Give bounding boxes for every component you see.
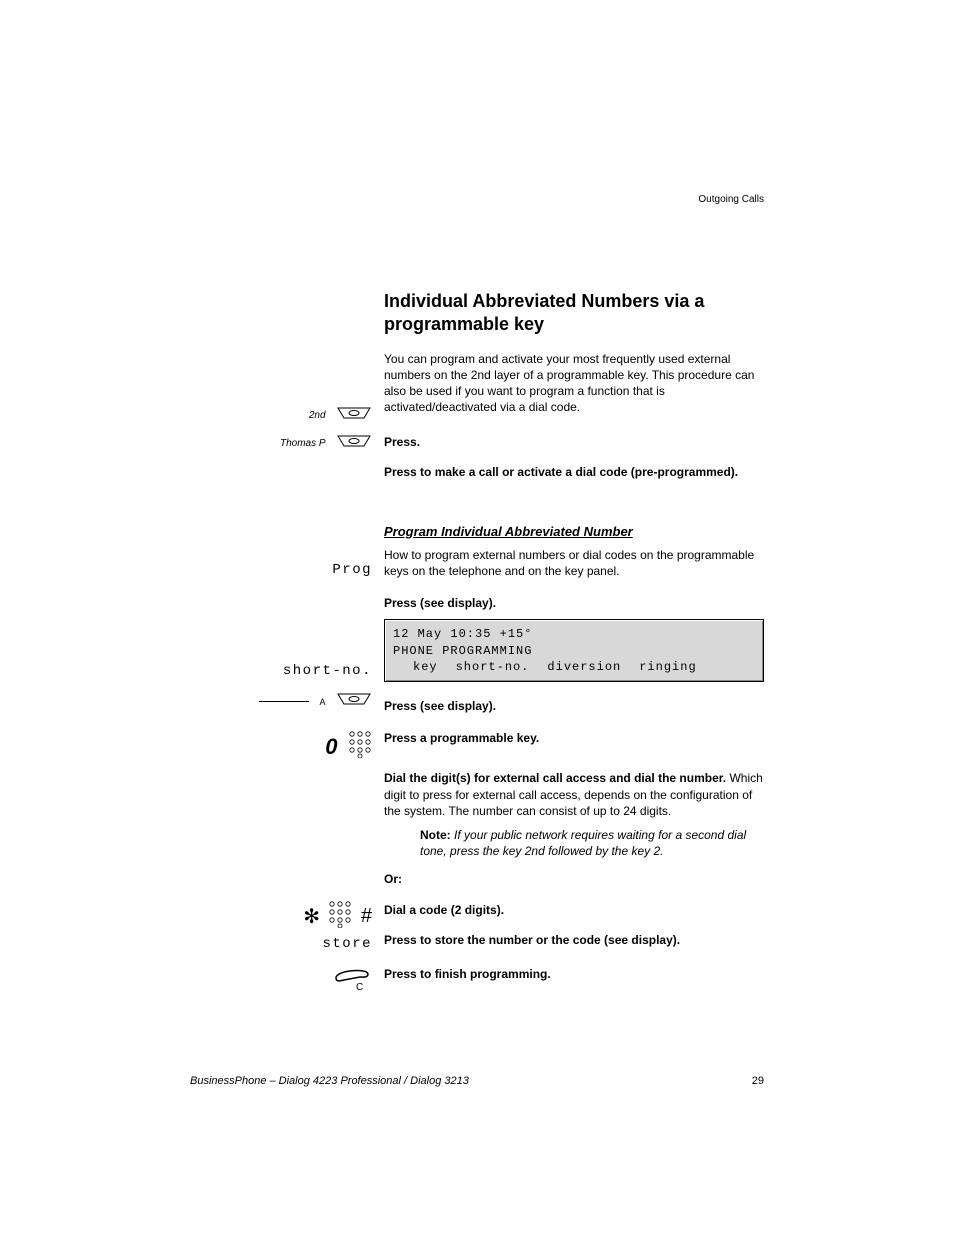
- svg-text:C: C: [356, 982, 363, 992]
- line-decorator: [259, 701, 309, 702]
- hash-icon: #: [361, 905, 372, 927]
- step-thomasp-icon-group: Thomas P: [172, 434, 372, 453]
- page-section-header: Outgoing Calls: [698, 194, 764, 205]
- step-or: Or:: [384, 871, 764, 887]
- note-text: If your public network requires waiting …: [420, 828, 746, 858]
- step-press-2nd: Press.: [384, 434, 764, 450]
- footer-product: BusinessPhone – Dialog 4223 Professional…: [190, 1075, 469, 1087]
- key-label-thomasp: Thomas P: [280, 438, 326, 449]
- star-icon: ✻: [303, 906, 320, 928]
- programmable-key-icon: [336, 406, 372, 425]
- shortno-softkey-label: short-no.: [172, 661, 372, 679]
- lcd-line2: PHONE PROGRAMMING: [393, 643, 755, 659]
- step-finish: Press to finish programming.: [384, 966, 764, 982]
- step-dial-bold: Dial the digit(s) for external call acce…: [384, 771, 726, 785]
- lcd-menu-ringing: ringing: [639, 659, 696, 675]
- step-2nd-icon-group: 2nd: [172, 406, 372, 425]
- lcd-line1: 12 May 10:35 +15°: [393, 626, 755, 642]
- step-store: Press to store the number or the code (s…: [384, 932, 764, 948]
- note-block: Note: If your public network requires wa…: [420, 827, 764, 859]
- intro-paragraph: You can program and activate your most f…: [384, 351, 764, 416]
- step-press-prog: Press (see display).: [384, 595, 764, 611]
- prog-softkey-label: Prog: [172, 560, 372, 578]
- keypad-icon: [348, 730, 372, 763]
- key-label-2nd: 2nd: [309, 410, 326, 421]
- lcd-menu-diversion: diversion: [547, 659, 621, 675]
- subsection-title: Program Individual Abbreviated Number: [384, 524, 764, 539]
- step-press-shortno: Press (see display).: [384, 698, 764, 714]
- code-icon-group: ✻ #: [172, 900, 372, 933]
- step-dial-number: Dial the digit(s) for external call acce…: [384, 770, 764, 819]
- step-press-progkey: Press a programmable key.: [384, 730, 764, 746]
- lcd-display: 12 May 10:35 +15° PHONE PROGRAMMING key …: [384, 619, 764, 682]
- digit-zero: 0: [325, 734, 337, 759]
- programmable-key-icon: [336, 692, 372, 711]
- key-a-icon-group: A: [172, 692, 372, 711]
- programmable-key-icon: [336, 434, 372, 453]
- key-label-a: A: [320, 697, 326, 707]
- page-title: Individual Abbreviated Numbers via a pro…: [384, 290, 764, 337]
- page-footer: BusinessPhone – Dialog 4223 Professional…: [190, 1075, 764, 1087]
- note-label: Note:: [420, 828, 451, 842]
- step-dial-code: Dial a code (2 digits).: [384, 902, 764, 918]
- clear-key-icon: C: [172, 964, 372, 997]
- store-softkey-label: store: [172, 934, 372, 952]
- step-press-thomasp: Press to make a call or activate a dial …: [384, 464, 764, 480]
- footer-page-number: 29: [752, 1075, 764, 1087]
- lcd-menu-key: key: [413, 659, 438, 675]
- keypad-icon: [328, 900, 352, 933]
- dial-digit-icon-group: 0: [172, 730, 372, 763]
- lcd-menu-row: key short-no. diversion ringing: [393, 659, 755, 675]
- lcd-menu-shortno: short-no.: [456, 659, 530, 675]
- subsection-intro: How to program external numbers or dial …: [384, 547, 764, 579]
